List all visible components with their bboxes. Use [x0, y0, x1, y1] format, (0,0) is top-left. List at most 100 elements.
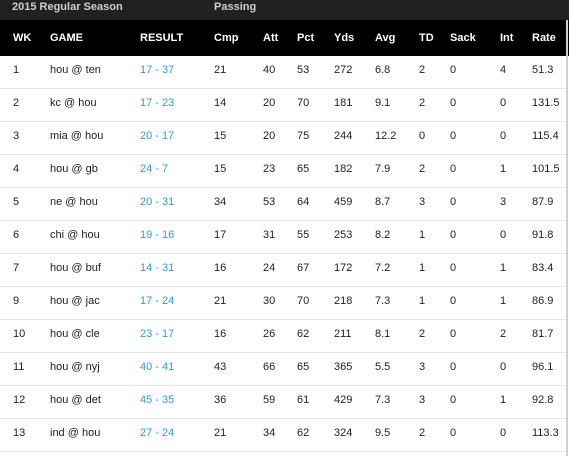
cell-cmp: 36 — [214, 394, 227, 406]
column-header-att[interactable]: Att — [263, 32, 279, 44]
cell-att: 20 — [263, 130, 276, 142]
cell-game: hou @ jac — [50, 295, 100, 307]
cell-avg: 8.1 — [375, 328, 391, 340]
cell-pct: 67 — [297, 262, 310, 274]
cell-yds: 211 — [334, 328, 352, 340]
cell-rate: 91.8 — [532, 229, 554, 241]
cell-rate: 87.9 — [532, 196, 554, 208]
table-row: 5 ne @ hou 20 - 31 34 53 64 459 8.7 3 0 3 87.9 — [0, 188, 569, 221]
result-link[interactable]: 14 - 31 — [140, 262, 175, 274]
cell-int: 1 — [500, 163, 507, 175]
cell-yds: 181 — [334, 97, 353, 109]
table-header: WK GAME RESULT Cmp Att Pct Yds Avg TD Sa… — [0, 20, 569, 56]
cell-td: 3 — [419, 196, 426, 208]
cell-avg: 12.2 — [375, 130, 397, 142]
cell-att: 66 — [263, 361, 276, 373]
cell-pct: 64 — [297, 196, 310, 208]
cell-td: 2 — [419, 64, 426, 76]
cell-rate: 81.7 — [532, 328, 554, 340]
cell-sack: 0 — [450, 361, 457, 373]
column-header-wk[interactable]: WK — [13, 32, 32, 44]
cell-game: hou @ ten — [50, 64, 101, 76]
cell-game: mia @ hou — [50, 130, 104, 142]
result-link[interactable]: 20 - 17 — [140, 130, 175, 142]
cell-sack: 0 — [450, 262, 457, 274]
cell-td: 3 — [419, 361, 426, 373]
cell-cmp: 21 — [214, 295, 227, 307]
result-link[interactable]: 17 - 24 — [140, 295, 175, 307]
result-link[interactable]: 40 - 41 — [140, 361, 175, 373]
cell-pct: 55 — [297, 229, 310, 241]
column-header-int[interactable]: Int — [500, 32, 514, 44]
result-link[interactable]: 17 - 23 — [140, 97, 175, 109]
column-header-cmp[interactable]: Cmp — [214, 32, 239, 44]
table-row: 11 hou @ nyj 40 - 41 43 66 65 365 5.5 3 0 0 96.1 — [0, 353, 569, 386]
result-link[interactable]: 45 - 35 — [140, 394, 175, 406]
cell-rate: 92.8 — [532, 394, 554, 406]
result-link[interactable]: 27 - 24 — [140, 427, 175, 439]
cell-int: 0 — [500, 130, 507, 142]
cell-att: 31 — [263, 229, 276, 241]
cell-int: 0 — [500, 427, 507, 439]
season-band: 2015 Regular Season Passing — [0, 0, 569, 20]
cell-game: hou @ nyj — [50, 361, 100, 373]
cell-rate: 96.1 — [532, 361, 554, 373]
cell-cmp: 21 — [214, 64, 227, 76]
cell-wk: 6 — [13, 229, 20, 241]
cell-rate: 113.3 — [532, 427, 559, 439]
result-link[interactable]: 24 - 7 — [140, 163, 169, 175]
cell-avg: 8.2 — [375, 229, 391, 241]
table-row: 6 chi @ hou 19 - 16 17 31 55 253 8.2 1 0 0 91.8 — [0, 221, 569, 254]
column-header-td[interactable]: TD — [419, 32, 434, 44]
cell-yds: 244 — [334, 130, 353, 142]
table-row: 10 hou @ cle 23 - 17 16 26 62 211 8.1 2 0 2 81.7 — [0, 320, 569, 353]
cell-wk: 9 — [13, 295, 20, 307]
column-header-avg[interactable]: Avg — [375, 32, 396, 44]
column-header-rate[interactable]: Rate — [532, 32, 556, 44]
result-link[interactable]: 20 - 31 — [140, 196, 175, 208]
cell-cmp: 17 — [214, 229, 227, 241]
column-header-yds[interactable]: Yds — [334, 32, 355, 44]
cell-sack: 0 — [450, 394, 457, 406]
cell-sack: 0 — [450, 196, 457, 208]
cell-game: ne @ hou — [50, 196, 98, 208]
cell-td: 3 — [419, 394, 426, 406]
cell-wk: 12 — [13, 394, 26, 406]
game-log-table-body: 1 hou @ ten 17 - 37 21 40 53 272 6.8 2 0 4 51.3 2 kc … — [0, 56, 569, 452]
column-header-result[interactable]: RESULT — [140, 32, 184, 44]
cell-int: 1 — [500, 295, 507, 307]
cell-avg: 8.7 — [375, 196, 391, 208]
cell-sack: 0 — [450, 64, 457, 76]
table-row: 3 mia @ hou 20 - 17 15 20 75 244 12.2 0 0 0 115.4 — [0, 122, 569, 155]
cell-avg: 9.5 — [375, 427, 391, 439]
column-header-game[interactable]: GAME — [50, 32, 83, 44]
cell-wk: 1 — [13, 64, 20, 76]
cell-att: 20 — [263, 97, 276, 109]
column-header-sack[interactable]: Sack — [450, 32, 476, 44]
cell-sack: 0 — [450, 328, 457, 340]
cell-yds: 272 — [334, 64, 353, 76]
cell-td: 2 — [419, 97, 426, 109]
cell-rate: 83.4 — [532, 262, 554, 274]
cell-sack: 0 — [450, 130, 457, 142]
result-link[interactable]: 17 - 37 — [140, 64, 175, 76]
cell-td: 2 — [419, 163, 426, 175]
cell-yds: 218 — [334, 295, 353, 307]
cell-rate: 51.3 — [532, 64, 554, 76]
cell-yds: 429 — [334, 394, 353, 406]
cell-wk: 11 — [13, 361, 25, 373]
result-link[interactable]: 19 - 16 — [140, 229, 175, 241]
cell-game: hou @ gb — [50, 163, 98, 175]
cell-int: 4 — [500, 64, 507, 76]
cell-rate: 131.5 — [532, 97, 560, 109]
cell-wk: 4 — [13, 163, 20, 175]
column-header-pct[interactable]: Pct — [297, 32, 315, 44]
result-link[interactable]: 23 - 17 — [140, 328, 175, 340]
cell-wk: 7 — [13, 262, 20, 274]
cell-int: 0 — [500, 97, 507, 109]
cell-yds: 172 — [334, 262, 353, 274]
table-row: 4 hou @ gb 24 - 7 15 23 65 182 7.9 2 0 1 101.5 — [0, 155, 569, 188]
table-row: 2 kc @ hou 17 - 23 14 20 70 181 9.1 2 0 0 131.5 — [0, 89, 569, 122]
cell-pct: 61 — [297, 394, 310, 406]
cell-pct: 65 — [297, 361, 310, 373]
